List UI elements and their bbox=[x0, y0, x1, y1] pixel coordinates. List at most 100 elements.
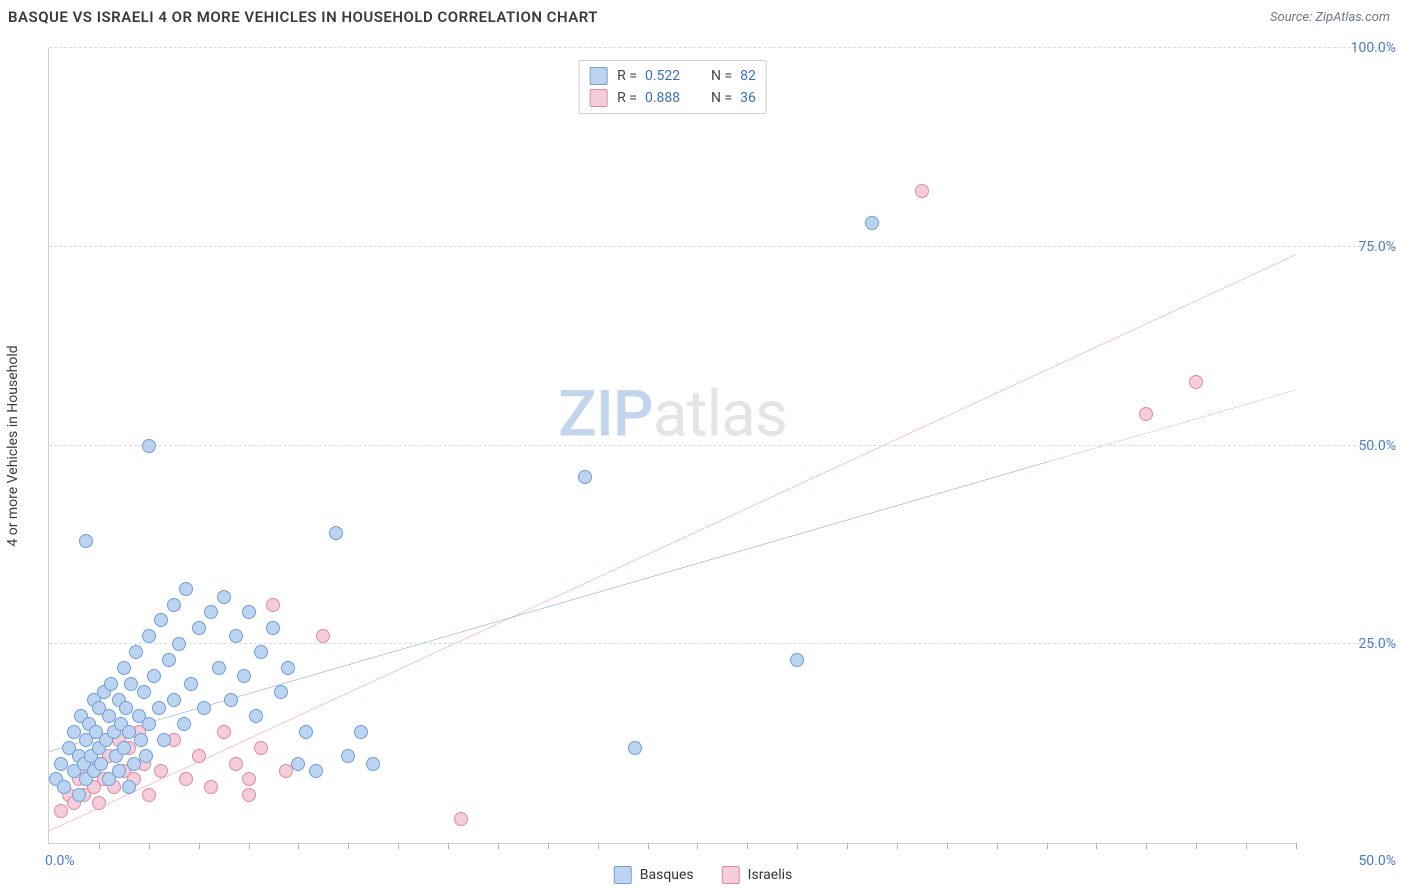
r-label: R = bbox=[617, 68, 637, 84]
scatter-point-basques bbox=[162, 653, 176, 667]
scatter-point-basques bbox=[329, 526, 343, 540]
x-tick bbox=[648, 843, 649, 849]
x-axis-min-label: 0.0% bbox=[45, 853, 75, 869]
scatter-point-basques bbox=[224, 693, 238, 707]
legend-item-basques: Basques bbox=[614, 866, 694, 884]
scatter-point-basques bbox=[229, 629, 243, 643]
scatter-point-basques bbox=[142, 629, 156, 643]
scatter-point-israelis bbox=[266, 598, 280, 612]
r-label: R = bbox=[617, 90, 637, 106]
scatter-point-israelis bbox=[142, 788, 156, 802]
scatter-point-basques bbox=[79, 534, 93, 548]
scatter-point-basques bbox=[152, 701, 166, 715]
scatter-point-basques bbox=[142, 439, 156, 453]
gridline bbox=[49, 643, 1396, 644]
scatter-point-israelis bbox=[229, 757, 243, 771]
scatter-point-israelis bbox=[242, 772, 256, 786]
scatter-point-basques bbox=[578, 470, 592, 484]
scatter-point-basques bbox=[212, 661, 226, 675]
scatter-point-basques bbox=[192, 621, 206, 635]
chart-container: ZIPatlas R = 0.522 N = 82 R = 0.888 N = … bbox=[48, 48, 1296, 844]
watermark: ZIPatlas bbox=[558, 376, 787, 451]
scatter-point-basques bbox=[204, 605, 218, 619]
scatter-point-basques bbox=[366, 757, 380, 771]
scatter-point-basques bbox=[167, 693, 181, 707]
scatter-point-basques bbox=[274, 685, 288, 699]
scatter-point-basques bbox=[139, 749, 153, 763]
x-tick bbox=[1047, 843, 1048, 849]
x-tick bbox=[199, 843, 200, 849]
scatter-point-basques bbox=[217, 590, 231, 604]
scatter-point-basques bbox=[154, 613, 168, 627]
x-tick bbox=[997, 843, 998, 849]
scatter-point-basques bbox=[177, 717, 191, 731]
x-tick bbox=[1246, 843, 1247, 849]
scatter-point-basques bbox=[249, 709, 263, 723]
scatter-point-israelis bbox=[204, 780, 218, 794]
x-tick bbox=[697, 843, 698, 849]
scatter-point-israelis bbox=[54, 804, 68, 818]
x-tick bbox=[747, 843, 748, 849]
x-tick bbox=[1096, 843, 1097, 849]
y-tick-label: 50.0% bbox=[1358, 438, 1396, 454]
watermark-zip: ZIP bbox=[558, 376, 653, 451]
legend-row-israelis: R = 0.888 N = 36 bbox=[589, 87, 756, 109]
chart-title: BASQUE VS ISRAELI 4 OR MORE VEHICLES IN … bbox=[8, 8, 598, 26]
swatch-basques-icon bbox=[589, 67, 607, 85]
scatter-point-basques bbox=[354, 725, 368, 739]
scatter-point-basques bbox=[104, 677, 118, 691]
x-tick bbox=[947, 843, 948, 849]
scatter-point-basques bbox=[299, 725, 313, 739]
x-axis-max-label: 50.0% bbox=[1358, 853, 1396, 869]
y-tick-label: 25.0% bbox=[1358, 636, 1396, 652]
scatter-point-basques bbox=[112, 764, 126, 778]
x-tick bbox=[448, 843, 449, 849]
r-value-basques: 0.522 bbox=[645, 68, 693, 84]
n-label: N = bbox=[711, 90, 732, 106]
scatter-point-israelis bbox=[192, 749, 206, 763]
scatter-point-basques bbox=[57, 780, 71, 794]
scatter-point-basques bbox=[134, 733, 148, 747]
scatter-point-basques bbox=[179, 582, 193, 596]
scatter-point-basques bbox=[281, 661, 295, 675]
scatter-point-basques bbox=[137, 685, 151, 699]
gridline bbox=[49, 47, 1396, 48]
scatter-point-basques bbox=[197, 701, 211, 715]
swatch-israelis-icon bbox=[589, 89, 607, 107]
n-value-israelis: 36 bbox=[740, 90, 756, 106]
scatter-point-basques bbox=[237, 669, 251, 683]
scatter-point-israelis bbox=[316, 629, 330, 643]
swatch-basques-icon bbox=[614, 866, 632, 884]
scatter-point-basques bbox=[167, 598, 181, 612]
x-tick bbox=[149, 843, 150, 849]
scatter-point-basques bbox=[254, 645, 268, 659]
source-attribution: Source: ZipAtlas.com bbox=[1270, 10, 1390, 25]
scatter-point-basques bbox=[122, 780, 136, 794]
x-tick bbox=[897, 843, 898, 849]
correlation-legend: R = 0.522 N = 82 R = 0.888 N = 36 bbox=[578, 60, 767, 114]
scatter-point-basques bbox=[865, 216, 879, 230]
scatter-point-basques bbox=[129, 645, 143, 659]
x-tick bbox=[598, 843, 599, 849]
legend-row-basques: R = 0.522 N = 82 bbox=[589, 65, 756, 87]
scatter-point-basques bbox=[72, 788, 86, 802]
series-legend: Basques Israelis bbox=[614, 866, 792, 884]
legend-label-israelis: Israelis bbox=[748, 867, 793, 883]
x-tick bbox=[348, 843, 349, 849]
x-tick bbox=[797, 843, 798, 849]
x-tick bbox=[498, 843, 499, 849]
scatter-point-basques bbox=[142, 717, 156, 731]
n-label: N = bbox=[711, 68, 732, 84]
x-tick bbox=[1196, 843, 1197, 849]
scatter-point-basques bbox=[242, 605, 256, 619]
scatter-point-basques bbox=[147, 669, 161, 683]
scatter-point-basques bbox=[291, 757, 305, 771]
y-tick-label: 100.0% bbox=[1351, 40, 1396, 56]
scatter-point-israelis bbox=[1189, 375, 1203, 389]
x-tick bbox=[847, 843, 848, 849]
scatter-point-israelis bbox=[217, 725, 231, 739]
swatch-israelis-icon bbox=[722, 866, 740, 884]
scatter-point-israelis bbox=[1139, 407, 1153, 421]
scatter-point-israelis bbox=[242, 788, 256, 802]
x-tick bbox=[548, 843, 549, 849]
